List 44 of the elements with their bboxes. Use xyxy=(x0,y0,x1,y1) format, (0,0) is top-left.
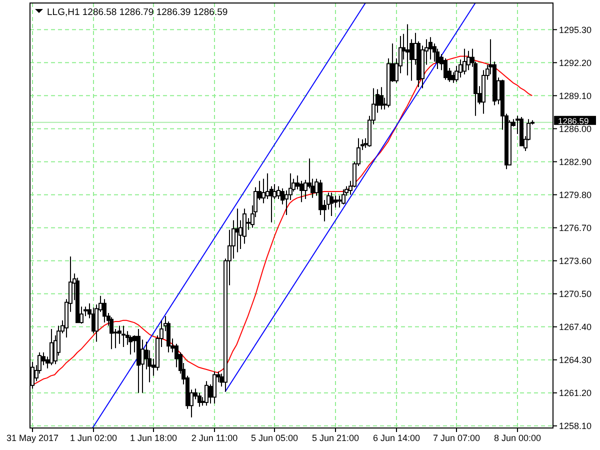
x-tick-label: 1 Jun 02:00 xyxy=(70,433,118,443)
candlestick xyxy=(406,24,410,76)
x-tick-label: 5 Jun 05:00 xyxy=(250,433,298,443)
candlestick xyxy=(444,58,448,80)
y-tick-label: 1261.20 xyxy=(559,388,592,398)
candlestick xyxy=(266,172,270,200)
y-tick-label: 1279.80 xyxy=(559,190,592,200)
x-tick-label: 1 Jun 18:00 xyxy=(130,433,178,443)
candlestick xyxy=(204,380,208,406)
candlestick xyxy=(140,339,144,394)
x-tick-label: 7 Jun 07:00 xyxy=(432,433,480,443)
candlestick xyxy=(110,316,114,350)
x-tick-label: 8 Jun 00:00 xyxy=(494,433,542,443)
y-tick-label: 1258.10 xyxy=(559,421,592,432)
x-tick-label: 6 Jun 14:00 xyxy=(372,433,420,443)
x-tick-label: 2 Jun 11:00 xyxy=(191,433,238,443)
candlestick xyxy=(330,192,334,217)
candlestick xyxy=(128,334,132,356)
candlestick xyxy=(338,195,342,208)
candlestick xyxy=(334,195,338,208)
candlestick xyxy=(342,188,346,205)
candlestick xyxy=(102,298,106,324)
candlestick xyxy=(212,371,216,404)
y-tick-label: 1270.50 xyxy=(559,288,592,299)
y-tick-label: 1289.10 xyxy=(559,90,592,101)
candlestick xyxy=(380,86,384,110)
chart-title: LLG,H1 1286.58 1286.79 1286.39 1286.59 xyxy=(47,7,228,18)
ref-line-label: 1286.59 xyxy=(558,116,589,126)
y-tick-label: 1273.60 xyxy=(559,256,592,266)
candlestick xyxy=(118,325,122,344)
y-tick-label: 1276.70 xyxy=(559,222,592,233)
y-tick-label: 1282.90 xyxy=(559,156,592,167)
y-tick-label: 1286.00 xyxy=(559,124,592,134)
y-tick-label: 1295.30 xyxy=(559,24,592,35)
candlestick xyxy=(198,392,202,408)
candlestick xyxy=(462,48,466,75)
y-tick-label: 1267.40 xyxy=(559,322,592,332)
x-tick-label: 5 Jun 21:00 xyxy=(312,433,360,443)
candlestick xyxy=(466,50,470,71)
candlestick xyxy=(50,328,54,366)
y-tick-label: 1292.20 xyxy=(559,58,592,68)
candlestick xyxy=(122,325,126,348)
y-tick-label: 1264.30 xyxy=(559,354,592,365)
x-tick-label: 31 May 2017 xyxy=(6,433,59,443)
